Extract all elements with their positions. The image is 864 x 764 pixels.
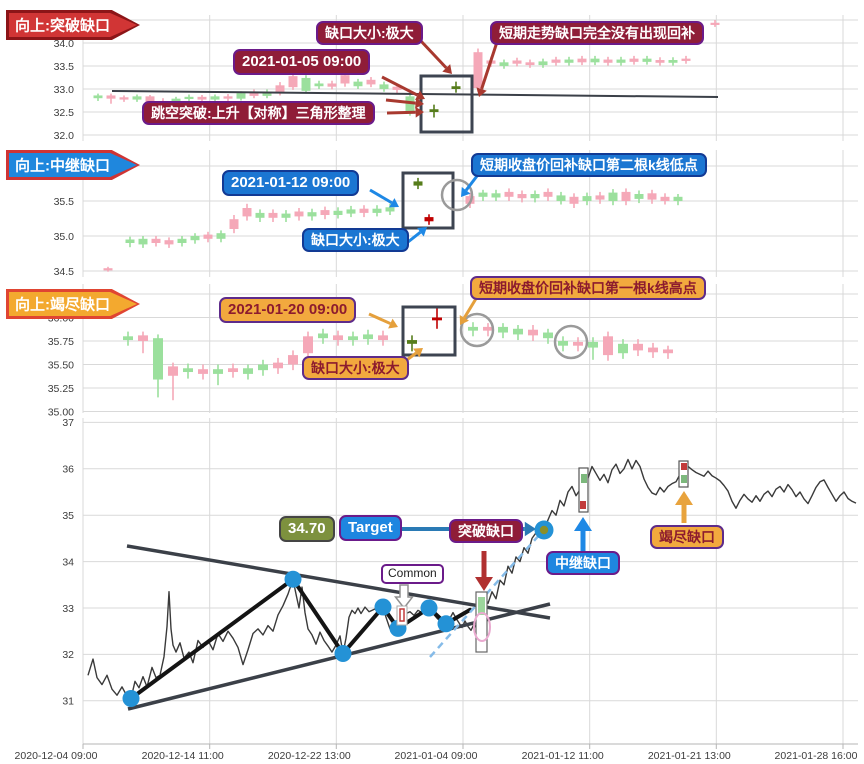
runaway-gap-tag-label: 向上:中继缺口	[15, 157, 110, 175]
svg-text:2021-01-21 13:00: 2021-01-21 13:00	[648, 750, 731, 762]
svg-text:35.25: 35.25	[48, 383, 74, 395]
target-label-badge: Target	[339, 515, 402, 541]
p1-gap-date-badge: 2021-01-05 09:00	[233, 49, 371, 75]
arrow-right-icon	[9, 153, 137, 177]
svg-text:32.5: 32.5	[54, 107, 75, 119]
svg-text:2021-01-28 16:00: 2021-01-28 16:00	[775, 750, 858, 762]
target-price-badge: 34.70	[279, 516, 335, 542]
breakaway-gap-panel: 34.0 33.5 33.0 32.5 32.0	[54, 15, 858, 142]
svg-text:32: 32	[62, 649, 74, 661]
p1-gap-size-badge: 缺口大小:极大	[316, 21, 423, 46]
breakaway-gap-tag-label: 向上:突破缺口	[15, 17, 110, 35]
svg-text:2021-01-04 09:00: 2021-01-04 09:00	[395, 750, 478, 762]
svg-text:31: 31	[62, 696, 74, 708]
p1-jump-breakout-badge: 跳空突破:上升【对称】三角形整理	[142, 101, 375, 126]
arrow-right-icon	[9, 292, 137, 316]
p4-runaway-gap-badge: 中继缺口	[546, 551, 620, 576]
p4-exhaustion-gap-badge: 竭尽缺口	[650, 525, 724, 550]
svg-text:34.0: 34.0	[54, 38, 75, 50]
svg-text:35: 35	[62, 510, 74, 522]
svg-text:34: 34	[62, 556, 74, 568]
runaway-gap-tag: 向上:中继缺口	[6, 150, 140, 180]
svg-text:35.5: 35.5	[54, 196, 75, 208]
breakaway-gap-tag: 向上:突破缺口	[6, 10, 140, 40]
common-gap-badge: Common	[381, 564, 444, 584]
svg-text:36: 36	[62, 464, 74, 476]
p3-gap-date-badge: 2021-01-20 09:00	[219, 297, 357, 323]
svg-text:35.0: 35.0	[54, 231, 75, 243]
p2-fill-note-badge: 短期收盘价回补缺口第二根k线低点	[471, 153, 707, 178]
svg-text:35.75: 35.75	[48, 336, 74, 348]
svg-text:32.0: 32.0	[54, 130, 75, 142]
p2-gap-size-badge: 缺口大小:极大	[302, 228, 409, 253]
svg-text:34.5: 34.5	[54, 266, 75, 278]
overview-panel: 37 36 35 34 33 32 31 2020-12-04 09:00 2020-12-14…	[15, 417, 858, 762]
p3-gap-size-badge: 缺口大小:极大	[302, 356, 409, 381]
p2-gap-date-badge: 2021-01-12 09:00	[222, 170, 360, 196]
svg-text:2020-12-04 09:00: 2020-12-04 09:00	[15, 750, 98, 762]
p4-breakaway-gap-badge: 突破缺口	[449, 519, 523, 544]
svg-text:2020-12-22 13:00: 2020-12-22 13:00	[268, 750, 351, 762]
svg-text:33: 33	[62, 603, 74, 615]
svg-text:35.00: 35.00	[48, 406, 74, 418]
svg-text:35.50: 35.50	[48, 359, 74, 371]
runaway-gap-panel: 35.5 35.0 34.5	[54, 150, 858, 278]
svg-text:2020-12-14 11:00: 2020-12-14 11:00	[142, 750, 224, 762]
svg-text:33.5: 33.5	[54, 61, 75, 73]
svg-text:33.0: 33.0	[54, 84, 75, 96]
arrow-right-icon	[9, 13, 137, 37]
exhaustion-gap-tag: 向上:竭尽缺口	[6, 289, 140, 319]
exhaustion-gap-tag-label: 向上:竭尽缺口	[15, 296, 110, 314]
svg-text:37: 37	[62, 417, 74, 429]
p3-fill-note-badge: 短期收盘价回补缺口第一根k线高点	[470, 276, 706, 301]
svg-text:2021-01-12 11:00: 2021-01-12 11:00	[522, 750, 604, 762]
p1-no-fill-badge: 短期走势缺口完全没有出现回补	[490, 21, 704, 46]
